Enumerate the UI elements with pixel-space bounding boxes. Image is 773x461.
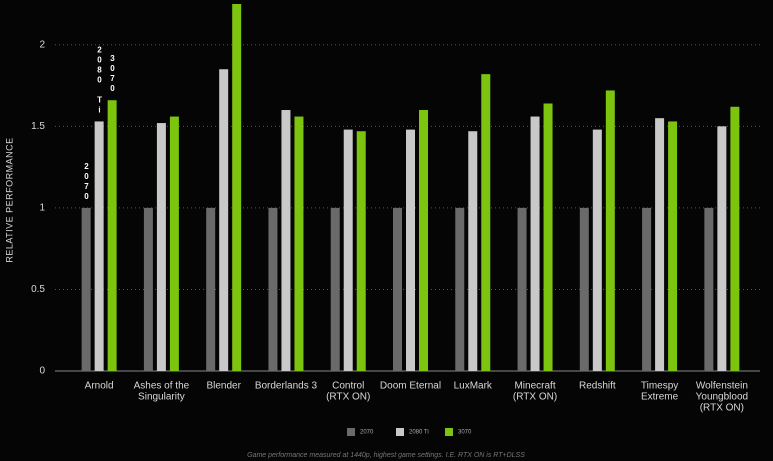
bar	[419, 110, 428, 372]
bar	[81, 207, 91, 371]
bar	[169, 116, 179, 372]
bar	[281, 110, 291, 372]
x-tick-label: Redshift	[579, 381, 616, 392]
bar	[605, 90, 615, 372]
bar	[517, 207, 527, 371]
bar	[393, 207, 402, 371]
bar	[143, 207, 153, 371]
bar	[543, 103, 553, 372]
bar	[668, 121, 678, 371]
bar	[406, 129, 415, 371]
legend-label: 3070	[458, 430, 472, 436]
x-tick-label: (RTX ON)	[700, 403, 744, 414]
bar	[468, 131, 478, 371]
bar	[579, 207, 589, 371]
x-tick-label: (RTX ON)	[513, 392, 557, 403]
series-annotation: 3070	[108, 54, 117, 94]
bar	[655, 118, 665, 371]
x-tick-label: Extreme	[641, 392, 679, 403]
bar	[330, 207, 340, 371]
y-tick-label: 2	[39, 39, 45, 50]
bar	[268, 207, 278, 371]
footnote: Game performance measured at 1440p, high…	[247, 452, 525, 459]
legend-swatch	[347, 428, 355, 436]
bar	[642, 207, 652, 371]
legend-label: 2070	[360, 430, 374, 436]
x-tick-label: Borderlands 3	[255, 381, 318, 392]
x-tick-label: Blender	[206, 381, 241, 392]
legend-label: 2080 Ti	[409, 430, 429, 436]
x-tick-label: Ashes of the	[134, 381, 190, 392]
bar	[94, 121, 104, 371]
bar	[232, 4, 242, 371]
bar	[455, 207, 465, 371]
x-tick-label: Control	[332, 381, 364, 392]
series-annotation: 2080 Ti	[95, 45, 104, 115]
bar	[206, 207, 216, 371]
y-tick-label: 1	[39, 203, 45, 214]
x-tick-label: (RTX ON)	[326, 392, 370, 403]
x-tick-label: Minecraft	[514, 381, 555, 392]
x-tick-label: Youngblood	[696, 392, 748, 403]
bar	[704, 207, 714, 371]
series-annotation: 2070	[82, 162, 91, 202]
x-tick-label: Singularity	[138, 392, 185, 403]
legend-swatch	[396, 428, 404, 436]
y-tick-label: 1.5	[31, 121, 45, 132]
bar	[356, 131, 366, 371]
x-tick-label: LuxMark	[454, 381, 493, 392]
y-tick-label: 0	[39, 366, 45, 377]
bar	[730, 106, 740, 371]
bar	[530, 116, 540, 372]
bar	[219, 69, 229, 371]
bar	[294, 116, 304, 372]
y-tick-label: 0.5	[31, 284, 45, 295]
x-tick-label: Wolfenstein	[696, 381, 748, 392]
x-tick-label: Doom Eternal	[380, 381, 441, 392]
x-tick-label: Timespy	[641, 381, 678, 392]
y-axis-label: RELATIVE PERFORMANCE	[4, 137, 14, 262]
bar	[717, 126, 727, 371]
bar	[107, 100, 117, 371]
x-tick-label: Arnold	[85, 381, 114, 392]
bar	[156, 123, 166, 372]
bar	[481, 74, 491, 371]
bar	[343, 129, 353, 371]
bar	[592, 129, 602, 371]
legend-swatch	[445, 428, 453, 436]
